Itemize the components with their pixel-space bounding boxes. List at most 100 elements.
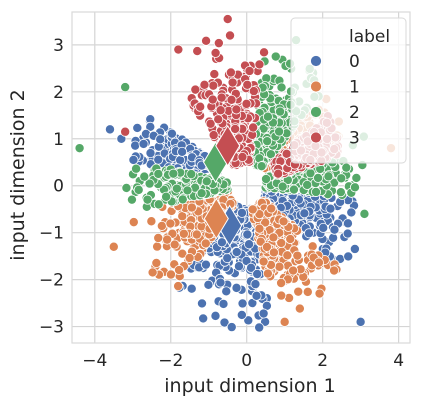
point-label-1 — [262, 268, 273, 279]
point-label-3 — [201, 35, 212, 46]
point-label-3 — [281, 148, 292, 159]
legend-marker-3 — [310, 131, 322, 144]
point-label-3 — [244, 65, 255, 76]
point-label-1 — [165, 218, 176, 229]
point-label-1 — [151, 258, 162, 269]
point-label-1 — [177, 248, 188, 259]
point-label-0 — [346, 207, 357, 218]
legend-marker-0 — [310, 55, 322, 67]
point-label-0 — [198, 313, 209, 324]
point-label-0 — [145, 148, 156, 159]
point-label-0 — [226, 322, 237, 333]
point-label-0 — [145, 121, 156, 132]
point-label-1 — [260, 217, 271, 228]
point-label-0 — [241, 255, 252, 266]
point-label-1 — [169, 239, 180, 250]
point-label-0 — [104, 124, 115, 135]
legend-entries: 0 1 2 3 — [310, 52, 360, 149]
point-label-0 — [186, 283, 197, 294]
point-label-0 — [342, 228, 353, 239]
point-label-0 — [153, 154, 164, 165]
axes: −4 −2 0 2 4 −3 −2 −1 0 1 2 3 — [39, 11, 411, 371]
point-label-2 — [359, 208, 370, 219]
point-label-0 — [221, 286, 232, 297]
legend-label-3: 3 — [349, 129, 360, 149]
point-label-3 — [225, 30, 236, 41]
plot-frame — [71, 11, 411, 344]
point-label-1 — [276, 290, 287, 301]
y-tick-label: 0 — [53, 177, 64, 197]
point-label-1 — [156, 220, 167, 231]
point-label-2 — [313, 172, 324, 183]
point-label-2 — [120, 82, 131, 93]
point-label-0 — [132, 122, 143, 133]
point-label-1 — [258, 256, 269, 267]
point-label-0 — [200, 259, 211, 270]
point-label-1 — [152, 241, 163, 252]
point-label-3 — [230, 123, 241, 134]
point-label-0 — [218, 298, 229, 309]
point-label-3 — [207, 94, 218, 105]
point-label-1 — [294, 303, 305, 314]
point-label-1 — [162, 234, 173, 245]
point-label-1 — [307, 241, 318, 252]
point-label-2 — [171, 183, 182, 194]
y-tick-label: 2 — [53, 83, 64, 103]
point-label-0 — [349, 243, 360, 254]
point-label-1 — [174, 265, 185, 276]
point-label-0 — [243, 315, 254, 326]
legend-label-0: 0 — [349, 52, 360, 72]
point-label-3 — [248, 122, 259, 133]
point-label-1 — [314, 288, 325, 299]
point-label-1 — [268, 247, 279, 258]
point-label-1 — [279, 316, 290, 327]
point-label-1 — [128, 217, 139, 228]
point-label-0 — [130, 140, 141, 151]
point-label-2 — [196, 188, 207, 199]
point-label-2 — [341, 162, 352, 173]
point-label-2 — [276, 82, 287, 93]
point-label-2 — [302, 179, 313, 190]
point-label-2 — [133, 184, 144, 195]
point-label-2 — [186, 169, 197, 180]
point-label-2 — [262, 111, 273, 122]
point-label-3 — [120, 126, 131, 137]
point-label-0 — [231, 247, 242, 258]
point-label-1 — [147, 267, 158, 278]
point-label-1 — [153, 233, 164, 244]
y-tick-label: −3 — [39, 318, 64, 338]
point-label-1 — [278, 216, 289, 227]
point-label-1 — [186, 202, 197, 213]
x-axis-title: input dimension 1 — [164, 375, 335, 397]
point-label-0 — [299, 208, 310, 219]
point-label-2 — [349, 182, 360, 193]
point-label-1 — [268, 232, 279, 243]
point-label-3 — [190, 84, 201, 95]
point-label-0 — [242, 229, 253, 240]
point-label-3 — [195, 101, 206, 112]
point-label-3 — [205, 118, 216, 129]
point-label-1 — [293, 286, 304, 297]
point-label-3 — [248, 86, 259, 97]
point-label-1 — [200, 238, 211, 249]
point-label-2 — [275, 106, 286, 117]
point-label-1 — [276, 237, 287, 248]
point-label-3 — [199, 79, 210, 90]
centroid-marker-3 — [215, 124, 241, 167]
point-label-2 — [261, 174, 272, 185]
point-label-0 — [166, 128, 177, 139]
point-label-1 — [282, 250, 293, 261]
point-label-2 — [153, 199, 164, 210]
point-label-0 — [236, 207, 247, 218]
point-label-3 — [226, 94, 237, 105]
point-label-0 — [177, 146, 188, 157]
point-label-0 — [231, 282, 242, 293]
point-label-3 — [259, 47, 270, 58]
point-label-2 — [335, 187, 346, 198]
point-label-2 — [270, 51, 281, 62]
point-label-1 — [165, 269, 176, 280]
point-label-2 — [142, 194, 153, 205]
point-label-0 — [210, 310, 221, 321]
point-label-2 — [262, 136, 273, 147]
